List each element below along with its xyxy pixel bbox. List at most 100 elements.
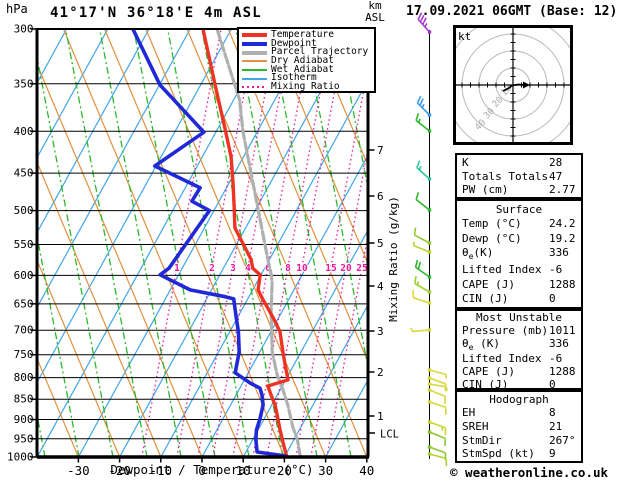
wind-barb-dot <box>427 129 432 133</box>
page-title: 41°17'N 36°18'E 4m ASL <box>50 5 262 21</box>
wind-barb-shaft <box>412 329 430 333</box>
mixing-ratio-line <box>212 29 293 457</box>
wind-barb-shaft <box>415 198 430 211</box>
temp-tick-label: -10 <box>150 463 173 478</box>
panel-row-label: PW (cm) <box>462 183 509 197</box>
pressure-tick-label: 1000 <box>7 451 34 464</box>
panel-row-value: 9 <box>549 447 556 461</box>
panel-title: Hodograph <box>489 392 549 406</box>
altitude-tick-label: 6 <box>377 190 384 203</box>
wind-barb-tick <box>415 192 420 200</box>
panel-row: StmDir 267° <box>457 434 581 447</box>
dry-adiabat-line <box>104 29 285 457</box>
legend-swatch-dry_adiabat-line <box>242 60 267 63</box>
legend-row: Temperature <box>239 30 374 40</box>
panel-row: Totals Totals 47 <box>457 170 581 183</box>
mixing-ratio-tick-label: 6 <box>265 263 271 274</box>
temp-tick-label: -30 <box>67 463 90 478</box>
wind-barb-tick <box>414 259 419 268</box>
altitude-axis-unit-line1: km <box>368 0 382 12</box>
wind-barb-shaft <box>429 377 446 385</box>
legend-row: Dry Adiabat <box>239 56 374 66</box>
mixing-ratio-line <box>326 230 368 457</box>
panel-row: θe (K) 336 <box>457 337 581 352</box>
pressure-tick-label: 350 <box>14 77 34 90</box>
panel-row-label: Temp (°C) <box>462 217 522 231</box>
wind-barb <box>416 160 432 181</box>
panel-row-label: Dewp (°C) <box>462 231 522 245</box>
wind-barb-half-tick <box>445 386 448 392</box>
panel-row: θe(K) 336 <box>457 246 581 261</box>
wind-barb-dot <box>427 290 432 294</box>
panel-row: CIN (J) 0 <box>457 292 581 305</box>
panel-row: PW (cm) 2.77 <box>457 183 581 196</box>
wind-barb-shaft <box>413 244 430 253</box>
wet-adiabat-line <box>337 29 368 193</box>
wind-barb-tick <box>445 458 448 466</box>
wind-barb-shaft <box>414 234 430 244</box>
isotherm-line <box>201 153 368 457</box>
dry-adiabat-line <box>145 29 327 457</box>
panel-row: SREH 21 <box>457 420 581 433</box>
panel-row-label: CAPE (J) <box>462 277 515 291</box>
wet-adiabat-line <box>0 29 11 457</box>
altitude-axis-unit-line2: ASL <box>365 11 385 24</box>
wet-adiabat-line <box>37 232 80 457</box>
mixing-ratio-line <box>295 63 368 457</box>
wind-barb-dot <box>427 445 432 449</box>
pressure-tick-label: 400 <box>14 125 34 138</box>
dry-adiabat-line <box>37 160 162 457</box>
wind-barb-dot <box>427 301 432 305</box>
panel-row-label: StmSpd (kt) <box>462 447 535 461</box>
panel-title: Surface <box>495 202 543 216</box>
panel-hodograph: Hodograph EH 8 SREH 21 StmDir 267° StmSpd (kt) 9 <box>455 390 583 463</box>
wind-barb-dot <box>427 241 432 245</box>
altitude-tick-label: 5 <box>377 237 384 250</box>
pressure-tick-label: 650 <box>14 297 34 310</box>
panel-row-value: 1288 <box>549 277 576 291</box>
credit-watermark: © weatheronline.co.uk <box>450 465 609 480</box>
wind-barb-shaft <box>429 369 447 376</box>
panel-row: CAPE (J) 1288 <box>457 278 581 291</box>
panel-row: CAPE (J) 1288 <box>457 365 581 378</box>
isotherm-line <box>119 29 356 457</box>
wind-barb-shaft <box>429 446 446 454</box>
panel-row-label: Pressure (mb) <box>462 324 549 337</box>
legend-swatch-dewpoint-line <box>242 42 267 47</box>
panel-row: CIN (J) 0 <box>457 378 581 391</box>
legend-row: Parcel Trajectory <box>239 47 374 57</box>
wind-barb-dot <box>427 388 432 392</box>
panel-row-value: 0 <box>549 378 556 392</box>
altitude-tick-label: 1 <box>377 410 384 423</box>
wind-barb <box>413 275 432 294</box>
mixing-ratio-line <box>197 29 278 457</box>
pressure-tick-label: 950 <box>14 432 34 445</box>
legend-row: Mixing Ratio <box>239 82 374 92</box>
dry-adiabat-line <box>37 258 121 457</box>
pressure-tick-label: 800 <box>14 371 34 384</box>
pressure-axis-unit: hPa <box>6 2 28 16</box>
dry-adiabat-line <box>227 29 368 364</box>
wind-barb-dot <box>427 382 432 386</box>
mixing-ratio-line <box>310 144 368 457</box>
panel-row-label: θe(K) <box>462 246 494 262</box>
panel-row-value: 267° <box>549 433 576 447</box>
legend-swatch-mixing_ratio-line <box>242 86 267 89</box>
panel-row-value: 47 <box>549 169 563 183</box>
dry-adiabat-line <box>268 29 368 266</box>
mixing-ratio-tick-label: 10 <box>296 263 308 274</box>
altitude-tick-label: 4 <box>377 280 384 293</box>
wind-barb <box>427 382 448 392</box>
temp-tick-label: -20 <box>108 463 131 478</box>
panel-row-value: 1011 <box>549 324 576 337</box>
legend-swatch-wet_adiabat-line <box>242 69 267 72</box>
mixing-ratio-tick-label: 20 <box>340 263 352 274</box>
parcel-trajectory-curve <box>215 29 302 457</box>
wind-barb-tick <box>413 275 417 284</box>
wind-barb <box>417 12 432 34</box>
legend-swatch-temperature-line <box>242 33 267 38</box>
wind-barb-dot <box>427 113 432 117</box>
panel-row-label: CAPE (J) <box>462 365 515 379</box>
